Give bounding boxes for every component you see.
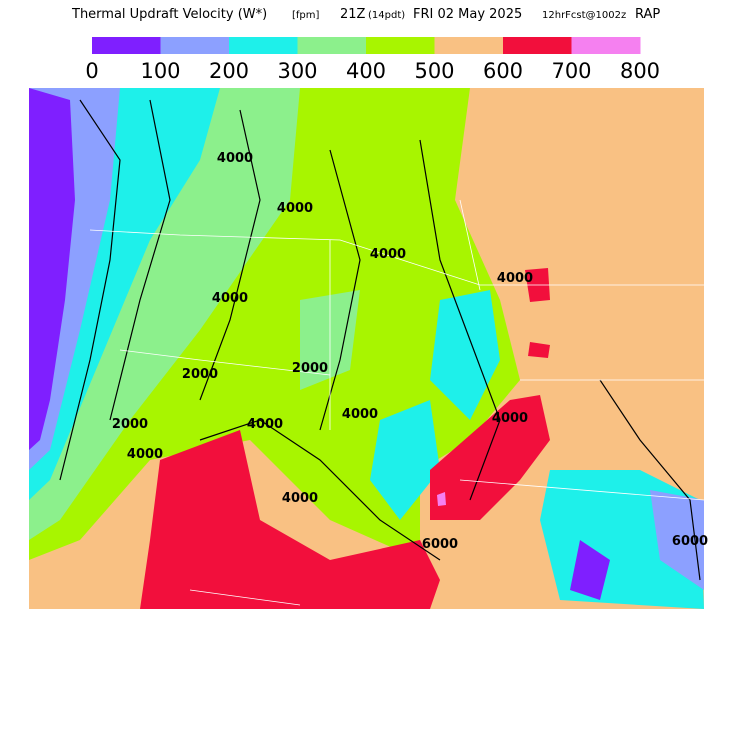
- contour-fill: [528, 342, 550, 358]
- colorbar-swatch: [503, 37, 572, 54]
- state-border: [189, 589, 301, 606]
- colorbar-swatch: [229, 37, 298, 54]
- contour-line: [109, 99, 171, 421]
- colorbar-swatch: [571, 37, 641, 54]
- contour-label: 2000: [182, 367, 218, 382]
- colorbar-label: 200: [209, 59, 249, 83]
- colorbar-swatch: [366, 37, 435, 54]
- contour-fill: [370, 400, 440, 520]
- state-border: [119, 349, 331, 376]
- title: Thermal Updraft Velocity (W*): [71, 7, 267, 22]
- state-border: [89, 229, 704, 286]
- colorbar-label: 100: [140, 59, 180, 83]
- contour-label: 4000: [497, 271, 533, 286]
- title-units: [fpm]: [292, 10, 320, 21]
- contour-line: [419, 139, 501, 501]
- contour-line: [199, 419, 441, 561]
- colorbar-label: 600: [483, 59, 523, 83]
- contour-label: 2000: [292, 361, 328, 376]
- title-model: RAP: [635, 7, 660, 22]
- contour-label: 4000: [342, 407, 378, 422]
- contour-label: 4000: [217, 151, 253, 166]
- contour-fill: [430, 395, 550, 520]
- state-border: [459, 479, 705, 501]
- contour-line: [599, 379, 701, 581]
- contour-fill: [140, 430, 440, 609]
- contour-label: 4000: [492, 411, 528, 426]
- contour-label: 4000: [247, 417, 283, 432]
- contour-fill: [650, 490, 704, 590]
- contour-line: [59, 99, 121, 481]
- contour-label: 4000: [277, 201, 313, 216]
- contour-fill: [437, 492, 446, 506]
- contour-label: 6000: [422, 537, 458, 552]
- title-time: 21Z: [340, 7, 366, 22]
- map: 4000 4000 4000 4000 4000 2000 2000 4000 4000 2000…: [29, 88, 708, 609]
- contour-fill: [430, 290, 500, 420]
- contour-line: [199, 109, 261, 401]
- colorbar-label: 800: [620, 59, 660, 83]
- colorbar-label: 400: [346, 59, 386, 83]
- colorbar-swatch: [92, 37, 161, 54]
- title-date: FRI 02 May 2025: [413, 7, 522, 22]
- contour-label: 6000: [672, 534, 708, 549]
- contour-label: 4000: [282, 491, 318, 506]
- colorbar-label: 700: [551, 59, 591, 83]
- colorbar-label: 500: [414, 59, 454, 83]
- colorbar-swatch: [434, 37, 504, 54]
- contour-label: 4000: [370, 247, 406, 262]
- colorbar-swatch: [160, 37, 230, 54]
- contour-fill: [29, 88, 75, 450]
- colorbar-label: 300: [277, 59, 317, 83]
- title-forecast: 12hrFcst@1002z: [542, 10, 626, 21]
- title-local-time: (14pdt): [368, 10, 405, 21]
- colorbar-swatch: [297, 37, 367, 54]
- contour-label: 2000: [112, 417, 148, 432]
- contour-label: 4000: [127, 447, 163, 462]
- state-border: [459, 199, 481, 291]
- contour-fill: [570, 540, 610, 600]
- contour-label: 4000: [212, 291, 248, 306]
- colorbar: 0 100 200 300 400 500 600 700 800: [85, 37, 660, 83]
- colorbar-label: 0: [85, 59, 98, 83]
